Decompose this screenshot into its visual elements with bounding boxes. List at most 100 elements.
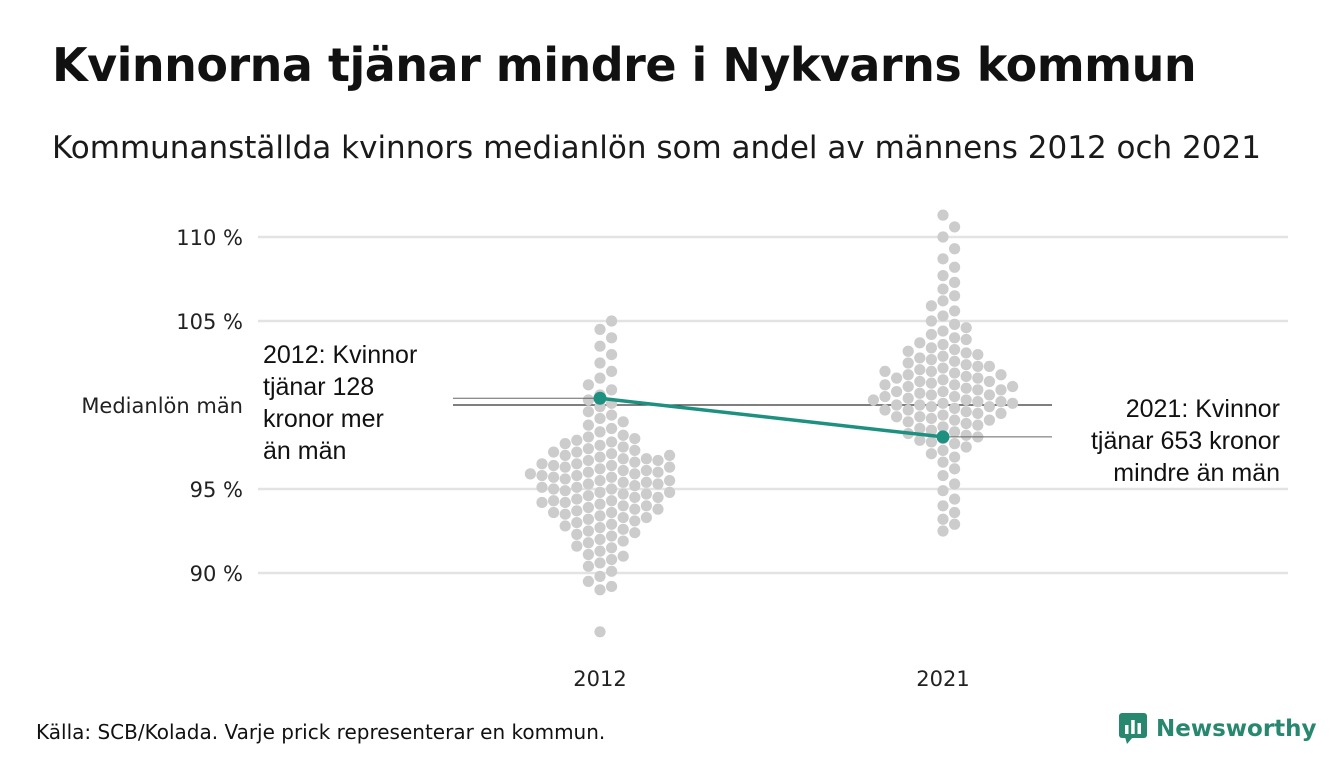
municipality-dot — [606, 495, 618, 507]
municipality-dot — [606, 384, 618, 396]
municipality-dot — [629, 456, 641, 468]
municipality-dot — [902, 369, 914, 381]
municipality-dot — [937, 338, 949, 351]
municipality-dot — [937, 456, 949, 468]
municipality-dot — [949, 276, 961, 288]
municipality-dot — [582, 419, 595, 431]
municipality-dot — [925, 389, 938, 401]
municipality-dot — [891, 399, 903, 411]
municipality-dot — [937, 485, 949, 497]
municipality-dot — [594, 412, 606, 425]
municipality-dot — [571, 540, 583, 552]
municipality-dot — [594, 475, 606, 487]
municipality-dot — [559, 449, 571, 461]
municipality-dot — [937, 409, 949, 421]
annotation-2012-line: än män — [263, 437, 346, 465]
municipality-dot — [652, 491, 664, 503]
municipality-dot — [548, 483, 560, 495]
municipality-dot — [960, 429, 972, 441]
municipality-dot — [914, 375, 926, 388]
municipality-dot — [571, 434, 583, 446]
municipality-dot — [571, 528, 583, 540]
y-tick-label: 105 % — [176, 310, 243, 334]
municipality-dot — [664, 449, 676, 461]
municipality-dot — [548, 506, 560, 519]
municipality-dot — [949, 261, 961, 273]
municipality-dot — [640, 488, 653, 500]
municipality-dot — [949, 355, 961, 367]
municipality-dot — [582, 501, 595, 514]
municipality-dot — [606, 349, 618, 361]
municipality-dot — [949, 506, 961, 519]
municipality-dot — [902, 392, 914, 404]
municipality-dot — [629, 515, 641, 527]
brand-logo[interactable]: Newsworthy — [1118, 712, 1317, 746]
municipality-dot — [937, 469, 949, 482]
municipality-dot — [891, 372, 903, 384]
municipality-dot — [937, 397, 949, 409]
municipality-dot — [594, 533, 606, 546]
municipality-dot — [606, 553, 618, 566]
municipality-dot — [594, 340, 606, 352]
municipality-dot — [925, 412, 938, 425]
municipality-dot — [652, 503, 664, 515]
municipality-dot — [1007, 397, 1019, 409]
municipality-dot — [617, 500, 629, 512]
municipality-dot — [559, 508, 571, 520]
municipality-dot — [960, 359, 972, 371]
municipality-dot — [594, 372, 606, 384]
municipality-dot — [914, 364, 926, 376]
municipality-dot — [925, 315, 938, 327]
municipality-dot — [606, 518, 618, 530]
municipality-dot — [629, 444, 641, 456]
municipality-dot — [867, 394, 880, 406]
municipality-dot — [664, 461, 676, 473]
municipality-dot — [594, 510, 606, 522]
x-tick-label: 2012 — [573, 667, 626, 691]
municipality-dot — [949, 493, 961, 505]
municipality-dot — [937, 325, 949, 337]
municipality-dot — [606, 436, 618, 448]
municipality-dot — [571, 469, 583, 482]
municipality-dot — [949, 290, 961, 302]
municipality-dot — [937, 500, 949, 512]
municipality-dot — [559, 496, 571, 509]
municipality-dot — [925, 354, 938, 366]
municipality-dot — [594, 323, 606, 335]
municipality-dot — [548, 459, 560, 472]
municipality-dot — [972, 349, 984, 361]
municipality-dot — [664, 475, 676, 487]
municipality-dot — [548, 495, 560, 507]
municipality-dot — [640, 476, 653, 488]
municipality-dot — [652, 454, 664, 467]
municipality-dot — [606, 506, 618, 519]
municipality-dot — [617, 488, 629, 500]
municipality-dot — [972, 384, 984, 396]
municipality-dot — [937, 374, 949, 386]
municipality-dot — [937, 350, 949, 362]
municipality-dot — [606, 471, 618, 483]
municipality-dot — [640, 453, 653, 465]
municipality-dot — [879, 391, 891, 403]
municipality-dot — [559, 461, 571, 473]
municipality-dot — [594, 522, 606, 534]
municipality-dot — [925, 377, 938, 389]
highlight-connector — [599, 396, 944, 439]
municipality-dot — [594, 498, 606, 510]
municipality-dot — [536, 458, 548, 470]
municipality-dot — [879, 365, 891, 377]
municipality-dot — [629, 480, 641, 492]
municipality-dot — [925, 328, 938, 341]
annotations: 2012: Kvinnor tjänar 128 kronor mer än män 2… — [263, 341, 1280, 487]
municipality-dot — [914, 337, 926, 349]
municipality-dot — [606, 483, 618, 495]
municipality-dot — [937, 270, 949, 282]
municipality-dot — [594, 584, 606, 596]
municipality-dot — [937, 362, 949, 374]
municipality-dot — [879, 404, 891, 416]
municipality-dot — [914, 422, 926, 435]
highlight-layer — [453, 391, 1052, 444]
municipality-dot — [983, 414, 996, 426]
municipality-dot — [582, 560, 595, 572]
